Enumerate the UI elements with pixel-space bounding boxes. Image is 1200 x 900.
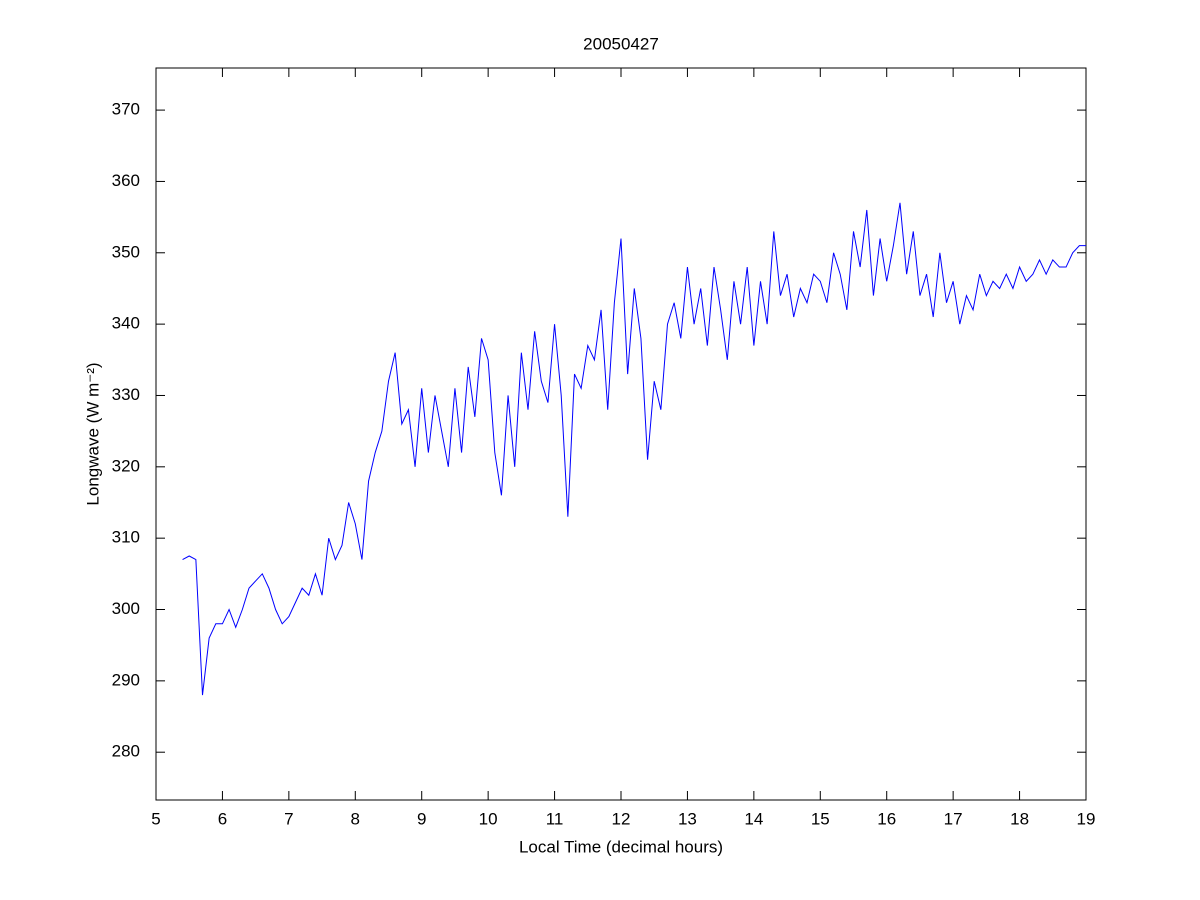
x-tick-label: 7	[284, 809, 293, 828]
data-line	[182, 202, 1086, 696]
x-tick-label: 11	[546, 809, 564, 828]
x-tick-label: 16	[877, 809, 896, 828]
x-tick-label: 12	[612, 809, 631, 828]
y-axis-label: Longwave (W m⁻²)	[83, 362, 102, 505]
chart-title: 20050427	[583, 34, 659, 53]
x-tick-label: 14	[744, 809, 763, 828]
y-tick-label: 280	[112, 742, 140, 761]
y-tick-label: 370	[112, 100, 140, 119]
y-tick-label: 340	[112, 314, 140, 333]
y-tick-label: 360	[112, 171, 140, 190]
y-tick-label: 330	[112, 385, 140, 404]
y-tick-label: 350	[112, 242, 140, 261]
x-tick-label: 13	[678, 809, 697, 828]
x-tick-label: 10	[479, 809, 498, 828]
y-tick-label: 290	[112, 670, 140, 689]
y-tick-label: 310	[112, 528, 140, 547]
x-tick-label: 15	[811, 809, 830, 828]
x-tick-label: 18	[1010, 809, 1029, 828]
y-tick-label: 300	[112, 599, 140, 618]
x-tick-label: 6	[218, 809, 227, 828]
x-tick-label: 8	[351, 809, 360, 828]
plot-area	[155, 67, 1087, 801]
x-axis-label: Local Time (decimal hours)	[519, 837, 723, 856]
x-tick-label: 19	[1077, 809, 1096, 828]
x-tick-label: 17	[944, 809, 963, 828]
y-tick-label: 320	[112, 456, 140, 475]
x-tick-label: 9	[417, 809, 426, 828]
x-tick-label: 5	[151, 809, 160, 828]
